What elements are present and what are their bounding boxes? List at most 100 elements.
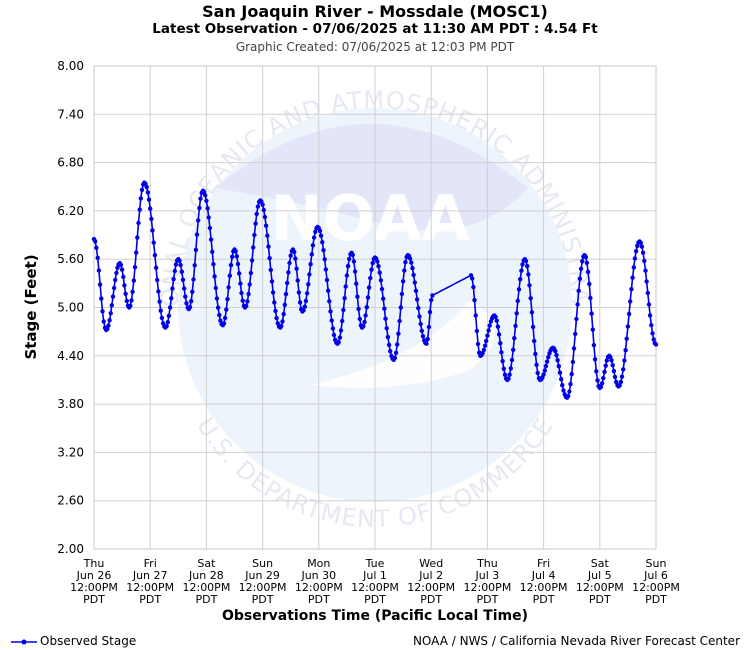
x-tick-line: Thu [476,557,498,570]
data-point [484,338,489,344]
data-point [124,298,129,304]
data-point [399,291,405,297]
data-point [296,290,302,295]
data-point [583,254,588,260]
data-point [402,268,407,273]
data-point [580,259,585,264]
data-point [368,275,373,281]
data-point [224,307,229,312]
data-point [207,225,213,231]
x-tick-label: Wed Jul 2 12:00PM PDT [407,557,455,606]
data-point [382,306,387,311]
data-point [559,377,564,382]
data-point [622,358,627,363]
data-point [322,257,327,262]
data-point [542,368,547,373]
data-point [366,285,372,290]
data-point [192,263,197,268]
data-point [121,274,126,280]
data-point [471,284,476,290]
data-point [514,311,519,316]
data-point [591,342,597,348]
chart-subtitle: Latest Observation - 07/06/2025 at 11:30… [152,21,598,37]
data-point [557,370,563,375]
data-point [136,220,141,226]
data-point [571,346,577,351]
data-point [589,311,594,316]
data-point [568,381,573,387]
data-point [518,277,523,282]
data-point [197,205,202,211]
data-point [303,298,309,304]
data-point [172,268,177,274]
chart-title: San Joaquin River - Mossdale (MOSC1) [202,2,548,21]
data-point [643,268,648,273]
data-point [592,357,598,362]
x-tick-label: Sat Jul 5 12:00PM PDT [576,557,624,606]
data-point [130,289,135,294]
data-point [599,381,605,386]
data-point [500,358,505,364]
data-point [255,204,261,209]
data-point [642,258,647,264]
data-point [158,308,163,313]
data-point [506,376,511,381]
plot-frame [93,65,657,550]
data-point [375,259,380,264]
y-axis-label: Stage (Feet) [22,254,40,359]
data-point [165,320,170,325]
data-point [347,256,352,262]
data-point [516,287,522,292]
data-point [166,313,172,318]
data-point [523,258,529,264]
data-point [553,348,558,354]
y-tick-label: 4.40 [57,349,84,363]
data-point [177,258,182,263]
data-point [541,372,546,377]
data-point [221,321,227,326]
y-tick-label: 6.20 [57,204,84,218]
data-point [487,323,492,328]
data-point [212,274,217,279]
data-point [602,369,607,375]
data-point [344,273,350,278]
data-point [123,291,128,296]
data-point [189,299,194,304]
y-tick-label: 5.00 [57,301,84,315]
y-tick-label: 2.00 [57,542,84,556]
data-point [285,280,290,286]
data-point [167,305,173,310]
data-point [329,318,334,323]
data-point [623,348,628,353]
data-point [590,327,595,332]
data-point [331,332,337,338]
data-point [631,265,636,270]
data-point [280,319,285,324]
data-point [282,302,287,307]
x-tick-label: Tue Jul 1 12:00PM PDT [351,557,399,606]
x-tick-label: Thu Jul 3 12:00PM PDT [463,557,511,606]
data-point [529,310,535,315]
data-point [143,181,148,186]
data-point [632,256,638,261]
data-point [546,355,551,360]
data-point [649,322,654,328]
data-point [419,328,424,333]
x-tick-line: 12:00PM [463,581,511,594]
data-point [511,347,516,352]
data-point [573,331,578,337]
data-point [228,262,234,268]
series-observed-stage [91,180,659,400]
data-point [246,291,251,297]
y-tick-label: 2.60 [57,494,84,508]
data-point [139,187,145,193]
data-point [633,249,639,254]
data-point [149,216,154,222]
data-point [629,287,634,292]
data-point [362,319,367,325]
data-point [342,296,347,301]
data-point [376,264,381,269]
y-tick-label: 3.20 [57,445,84,459]
data-point [555,358,560,363]
data-point [247,282,252,287]
